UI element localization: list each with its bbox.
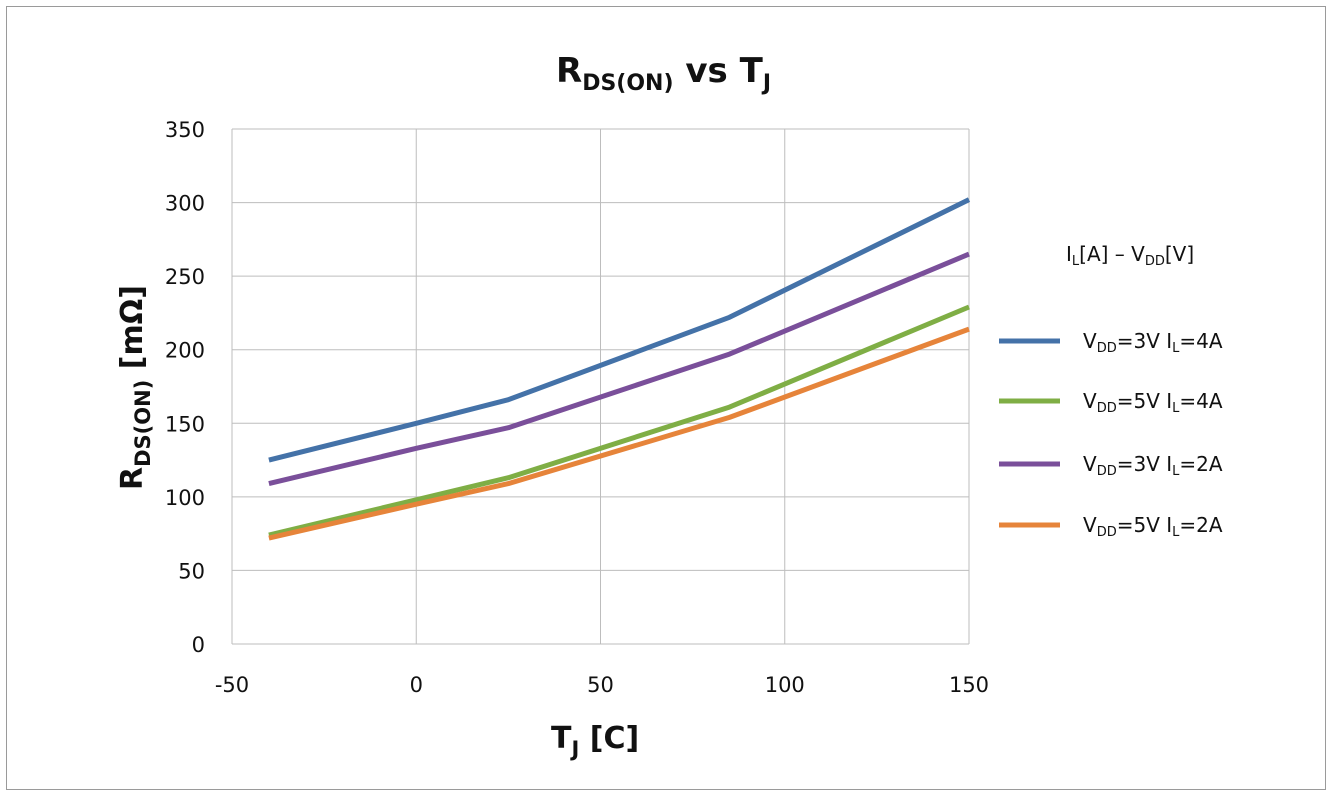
legend-title-p3: [V] [1165, 242, 1194, 266]
series-line-s2 [268, 304, 970, 538]
chart-frame [6, 6, 1326, 790]
x-tick-label: 150 [949, 673, 989, 697]
chart-title-main: R [556, 51, 582, 91]
y-tick-label: 350 [165, 118, 205, 142]
legend-title: IL[A] – VDD[V] [1066, 242, 1194, 269]
y-tick-label: 250 [165, 265, 205, 289]
legend-title-s2: DD [1145, 254, 1165, 269]
legend-title-s1: L [1072, 254, 1080, 269]
legend-title-p1: I [1066, 242, 1072, 266]
y-axis-title-sub: DS(ON) [131, 380, 155, 467]
x-tick-labels: -50 0 50 100 150 [215, 673, 989, 697]
legend-title-p2: [A] – V [1079, 242, 1145, 266]
y-tick-label: 150 [165, 412, 205, 436]
series-line-s3 [268, 251, 970, 487]
x-axis-title-sub: J [569, 737, 579, 761]
y-axis-title: RDS(ON) [mΩ] [115, 285, 155, 490]
legend-label-s3: VDD=3V IL=2A [1083, 452, 1223, 479]
x-tick-label: 100 [765, 673, 805, 697]
y-axis-title-rest: [mΩ] [115, 285, 150, 380]
x-axis-title-main: T [551, 721, 572, 756]
chart-title-mid: vs T [674, 51, 764, 91]
series-line-s1 [268, 197, 971, 463]
chart-title-sub2: J [761, 71, 771, 96]
chart-title: RDS(ON) vs TJ [556, 51, 771, 96]
y-tick-label: 50 [178, 559, 205, 583]
series-lines [268, 197, 971, 541]
chart-title-sub: DS(ON) [582, 71, 673, 96]
x-axis-title: TJ [C] [551, 721, 639, 761]
series-line-s4 [268, 326, 970, 541]
legend-items: VDD=3V IL=4A VDD=5V IL=4A VDD=3V IL=2A VDD=… [999, 329, 1223, 540]
y-tick-label: 100 [165, 486, 205, 510]
y-tick-label: 200 [165, 339, 205, 363]
y-tick-label: 300 [165, 192, 205, 216]
x-tick-label: 0 [410, 673, 423, 697]
x-axis-title-rest: [C] [579, 721, 639, 756]
legend-label-s2: VDD=5V IL=4A [1083, 389, 1223, 416]
legend-label-s4: VDD=5V IL=2A [1083, 513, 1223, 540]
legend-label-s1: VDD=3V IL=4A [1083, 329, 1223, 356]
y-tick-label: 0 [192, 633, 205, 657]
y-tick-labels: 0 50 100 150 200 250 300 350 [165, 118, 205, 657]
x-tick-label: 50 [587, 673, 614, 697]
gridlines [231, 128, 970, 645]
x-tick-label: -50 [215, 673, 249, 697]
y-axis-title-main: R [115, 467, 150, 490]
